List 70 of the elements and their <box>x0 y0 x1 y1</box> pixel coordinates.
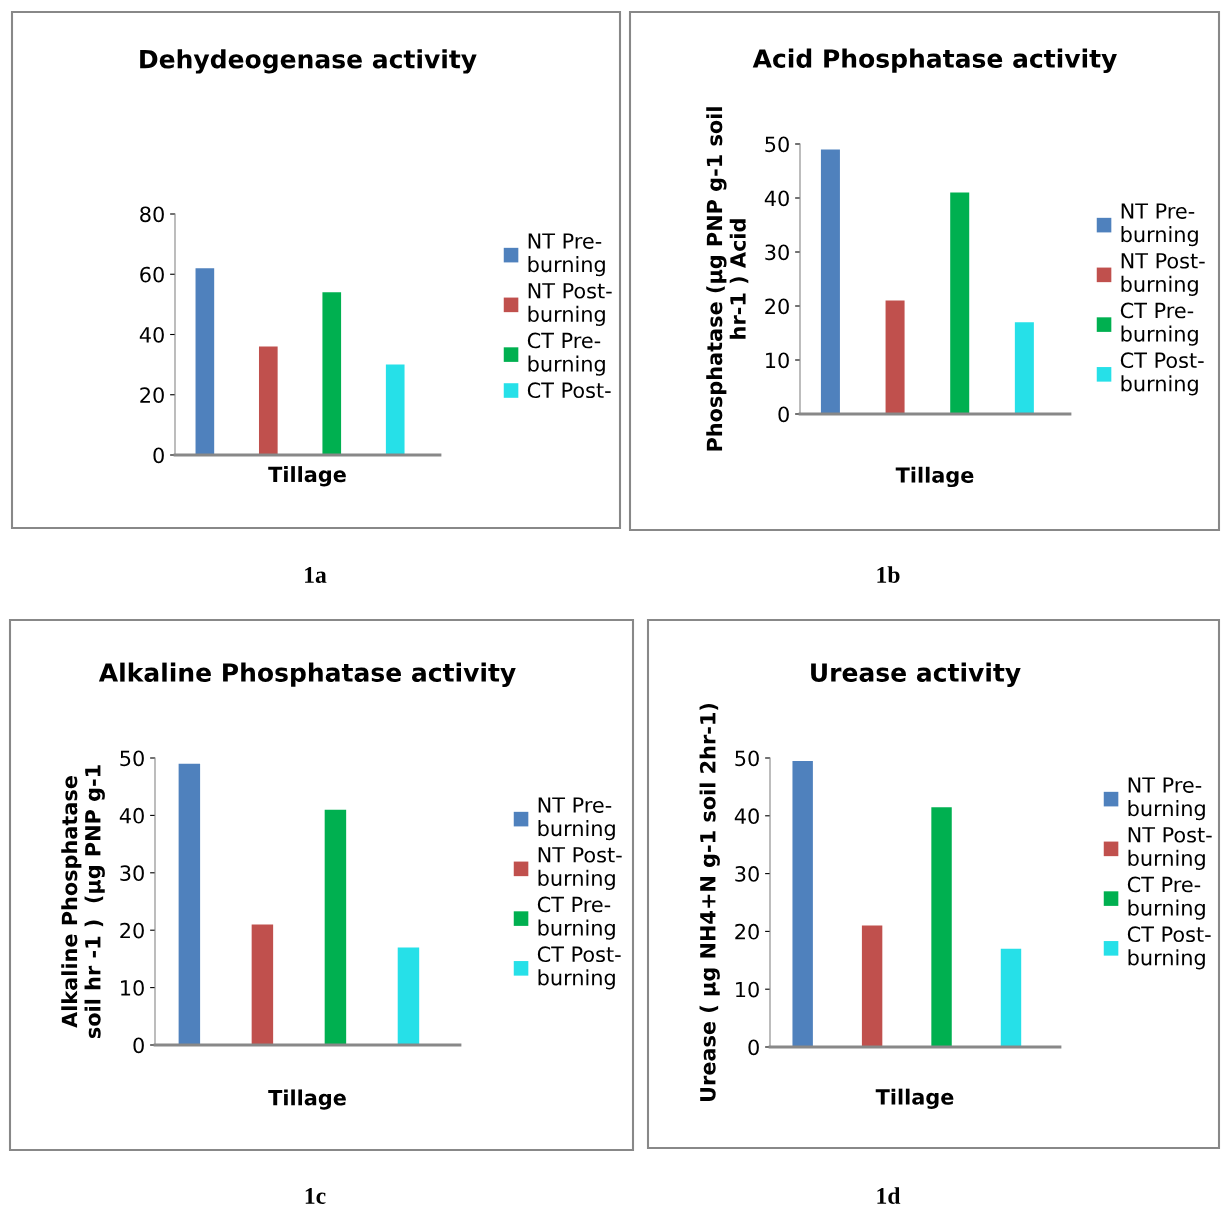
legend-label: NT Post- burning <box>528 283 612 326</box>
y-tick-label: 0 <box>133 1037 144 1054</box>
legend-label: NT Pre- burning <box>528 233 605 277</box>
y-tick-label: 20 <box>140 387 164 403</box>
chart-title: Dehydeogenase activity <box>140 49 477 74</box>
text: 1a <box>305 567 327 583</box>
bar <box>385 364 405 455</box>
y-tick-label: 30 <box>765 244 789 261</box>
bar <box>324 809 347 1045</box>
y-tick-label: 10 <box>121 980 144 996</box>
legend-label: CT Post- burning <box>1127 926 1211 970</box>
text: 1c <box>305 1188 326 1204</box>
legend-label: NT Post- burning <box>538 847 622 890</box>
y-axis-title: Alkaline Phosphatase soil hr -1 ) (µg PNP g-1 <box>61 765 105 1039</box>
legend-label: CT Pre- burning <box>537 896 615 940</box>
y-tick-label: 50 <box>120 750 144 767</box>
bar <box>251 924 274 1045</box>
legend-label: NT Post- burning <box>1128 827 1212 870</box>
legend-label: NT Post- burning <box>1121 253 1205 296</box>
y-tick-label: 40 <box>119 807 144 824</box>
bar <box>820 149 840 414</box>
legend-label: CT Pre- burning <box>527 332 605 376</box>
y-tick-label: 20 <box>765 298 789 315</box>
bar <box>322 292 342 455</box>
y-tick-label: 40 <box>764 190 789 207</box>
legend-label: CT Pre- burning <box>1127 876 1205 920</box>
legend-label: CT Post- <box>527 382 611 399</box>
y-tick-label: 80 <box>140 206 164 223</box>
y-axis-title: Phosphatase (µg PNP g-1 soil hr-1 ) Acid <box>706 107 749 451</box>
y-tick-label: 40 <box>139 326 164 343</box>
y-tick-label: 20 <box>735 923 759 940</box>
x-axis-title: Tillage <box>268 466 346 487</box>
text: 1b <box>877 566 900 583</box>
legend-label: CT Post- burning <box>537 946 621 990</box>
y-tick-label: 10 <box>736 981 759 998</box>
bar <box>1014 322 1034 414</box>
bar <box>258 346 278 455</box>
chart-title: Urease activity <box>811 662 1021 688</box>
chart-title: Acid Phosphatase activity <box>752 48 1117 74</box>
y-tick-label: 60 <box>140 266 164 283</box>
y-tick-label: 50 <box>735 750 759 767</box>
bar <box>195 268 215 455</box>
x-axis-title: Tillage <box>875 1088 954 1109</box>
y-tick-label: 20 <box>120 922 144 939</box>
bar <box>950 192 970 414</box>
bar <box>178 763 201 1045</box>
y-tick-label: 30 <box>735 866 759 882</box>
y-tick-label: 10 <box>766 352 789 369</box>
bar <box>885 300 905 414</box>
bar <box>931 807 952 1047</box>
legend-label: CT Post- burning <box>1120 352 1204 396</box>
chart-title: Alkaline Phosphatase activity <box>98 662 516 688</box>
bar <box>397 947 420 1045</box>
legend-label: NT Pre- burning <box>1121 203 1198 247</box>
x-axis-title: Tillage <box>268 1089 346 1110</box>
legend-label: NT Pre- burning <box>538 797 615 841</box>
y-tick-label: 0 <box>153 447 164 464</box>
x-axis-title: Tillage <box>895 466 974 488</box>
bar <box>1000 948 1022 1047</box>
legend-label: CT Pre- burning <box>1120 302 1198 346</box>
bar <box>861 925 883 1047</box>
legend-label: NT Pre- burning <box>1128 777 1205 821</box>
text: 1d <box>877 1187 901 1204</box>
y-tick-label: 40 <box>734 808 759 825</box>
y-tick-label: 50 <box>765 136 789 153</box>
y-tick-label: 30 <box>120 865 144 882</box>
y-tick-label: 0 <box>778 406 789 423</box>
y-axis-title: Urease ( µg NH4+N g-1 soil 2hr-1) <box>699 703 720 1101</box>
y-tick-label: 0 <box>748 1039 759 1056</box>
bar <box>792 760 813 1047</box>
